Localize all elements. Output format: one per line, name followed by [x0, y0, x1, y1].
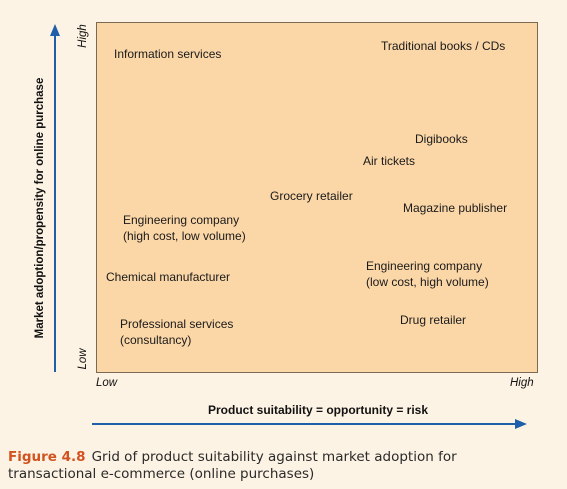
item-chemical-manufacturer: Chemical manufacturer	[106, 270, 231, 284]
figure-caption-text: Grid of product suitability against mark…	[8, 449, 457, 482]
item-engineering-company-high-cost: Engineering company (high cost, low volu…	[123, 213, 246, 243]
y-axis-high-label: High	[77, 24, 89, 48]
item-traditional-books-cds: Traditional books / CDs	[381, 39, 506, 53]
axis-arrows	[50, 24, 527, 429]
figure-caption-label: Figure 4.8	[8, 449, 86, 465]
x-axis-title: Product suitability = opportunity = risk	[207, 403, 429, 417]
y-axis-low-label: Low	[77, 348, 89, 370]
item-professional-services: Professional services (consultancy)	[120, 317, 234, 347]
item-magazine-publisher: Magazine publisher	[403, 201, 508, 215]
item-air-tickets: Air tickets	[363, 154, 416, 168]
item-information-services: Information services	[114, 47, 222, 61]
x-axis-arrowhead	[515, 419, 527, 429]
x-axis-low-label: Low	[96, 377, 118, 389]
figure-panel: Market adoption/propensity for online pu…	[34, 22, 538, 429]
suitability-grid	[96, 22, 538, 373]
figure-caption: Figure 4.8 Grid of product suitability ag…	[8, 449, 548, 483]
y-axis-arrowhead	[50, 24, 60, 36]
item-grocery-retailer: Grocery retailer	[270, 189, 353, 203]
item-drug-retailer: Drug retailer	[400, 313, 467, 327]
item-digibooks: Digibooks	[415, 132, 468, 146]
item-engineering-company-low-cost: Engineering company (low cost, high volu…	[366, 259, 489, 289]
y-axis-title: Market adoption/propensity for online pu…	[34, 77, 46, 339]
x-axis-high-label: High	[510, 377, 534, 389]
